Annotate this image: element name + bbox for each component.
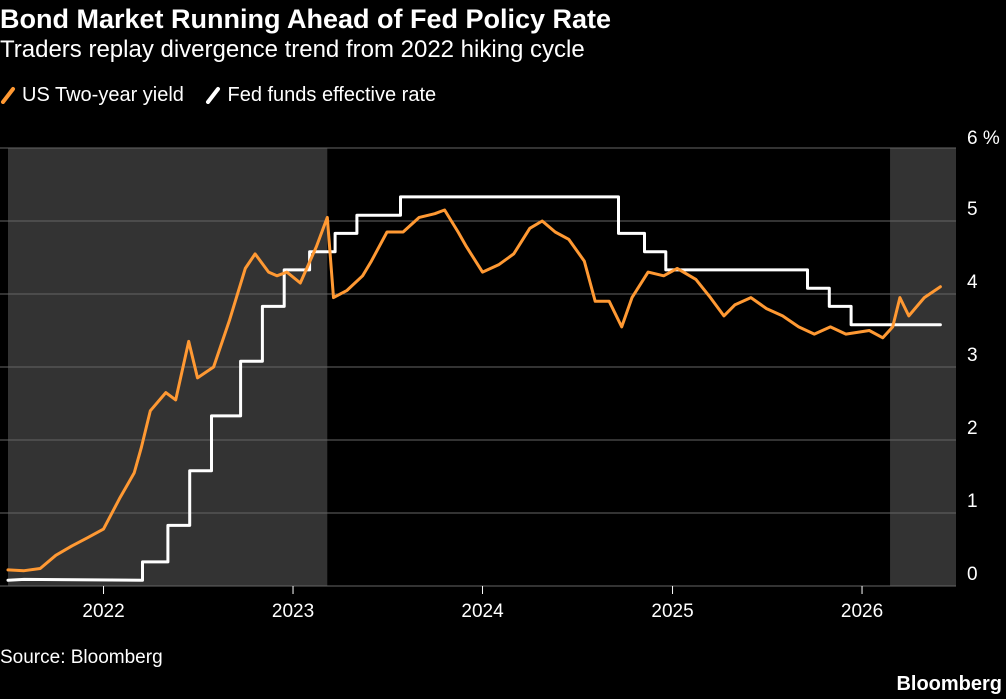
x-tick-label-2022: 2022 bbox=[82, 601, 124, 622]
legend-label-fed-funds: Fed funds effective rate bbox=[227, 84, 437, 106]
x-tick-label-2025: 2025 bbox=[651, 601, 693, 622]
chart-subtitle: Traders replay divergence trend from 202… bbox=[0, 36, 585, 63]
x-tick-label-2023: 2023 bbox=[272, 601, 314, 622]
fed-funds-line bbox=[6, 195, 942, 582]
x-tick-label-2026: 2026 bbox=[841, 601, 883, 622]
y-tick-label-5: 5 bbox=[967, 199, 978, 220]
legend-swatch-two-year bbox=[1, 87, 15, 104]
legend-item-two-year: US Two-year yield bbox=[0, 82, 184, 108]
source-note: Source: Bloomberg bbox=[0, 647, 163, 668]
y-tick-label-1: 1 bbox=[967, 491, 978, 512]
y-tick-label-6: 6 % bbox=[967, 128, 1000, 149]
x-tick-label-2024: 2024 bbox=[461, 601, 504, 622]
legend-label-two-year: US Two-year yield bbox=[22, 84, 184, 106]
y-tick-label-4: 4 bbox=[967, 272, 978, 293]
legend-item-fed-funds: Fed funds effective rate bbox=[205, 82, 436, 108]
y-tick-label-3: 3 bbox=[967, 345, 978, 366]
y-tick-label-2: 2 bbox=[967, 418, 978, 439]
two-year-yield-line bbox=[6, 208, 942, 573]
legend-swatch-fed-funds bbox=[206, 87, 221, 104]
legend: US Two-year yield Fed funds effective ra… bbox=[0, 82, 452, 108]
bloomberg-logo: Bloomberg bbox=[896, 673, 1002, 695]
y-tick-label-0: 0 bbox=[967, 564, 978, 585]
chart-title: Bond Market Running Ahead of Fed Policy … bbox=[0, 4, 612, 34]
